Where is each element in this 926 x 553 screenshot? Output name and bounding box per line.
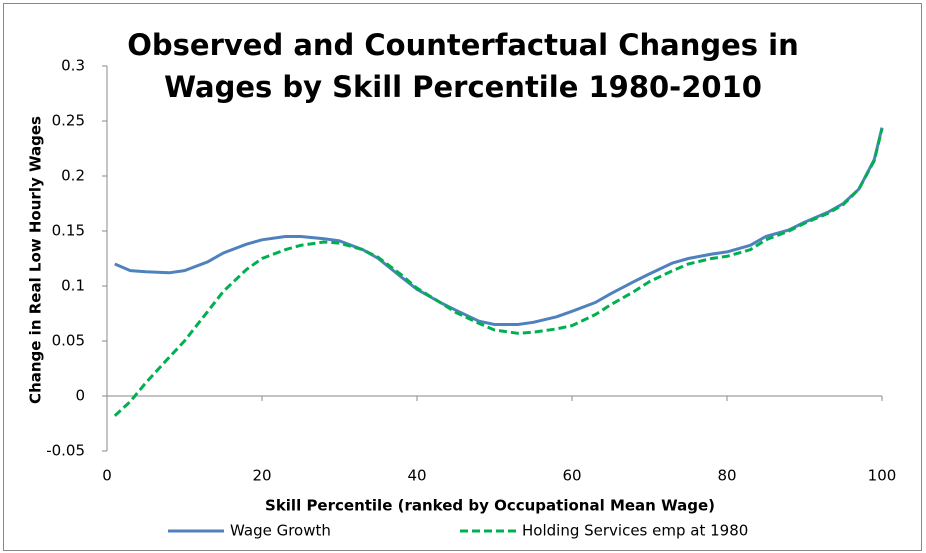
y-axis-label: Change in Real Low Hourly Wages [27, 116, 45, 404]
y-tick-label: 0.25 [52, 112, 85, 130]
y-tick-label: 0 [75, 387, 85, 405]
x-tick-label: 100 [868, 467, 897, 485]
x-tick-label: 40 [407, 467, 426, 485]
chart-border [3, 3, 922, 551]
x-tick-label: 60 [562, 467, 581, 485]
y-tick-label: 0.3 [61, 57, 85, 75]
series-line [114, 127, 884, 326]
y-tick-label: 0.2 [61, 167, 85, 185]
y-tick-label: 0.15 [52, 222, 85, 240]
x-tick-label: 80 [717, 467, 736, 485]
y-tick-label: 0.1 [61, 277, 85, 295]
x-axis-label: Skill Percentile (ranked by Occupational… [265, 497, 715, 515]
x-tick-label: 20 [252, 467, 271, 485]
y-tick-label: 0.05 [52, 332, 85, 350]
y-tick-label: -0.05 [46, 442, 85, 460]
x-tick-label: 0 [102, 467, 112, 485]
legend-label: Holding Services emp at 1980 [522, 522, 748, 540]
series-line [113, 128, 884, 417]
chart-title: Observed and Counterfactual Changes in W… [127, 28, 799, 104]
legend-label: Wage Growth [230, 522, 331, 540]
